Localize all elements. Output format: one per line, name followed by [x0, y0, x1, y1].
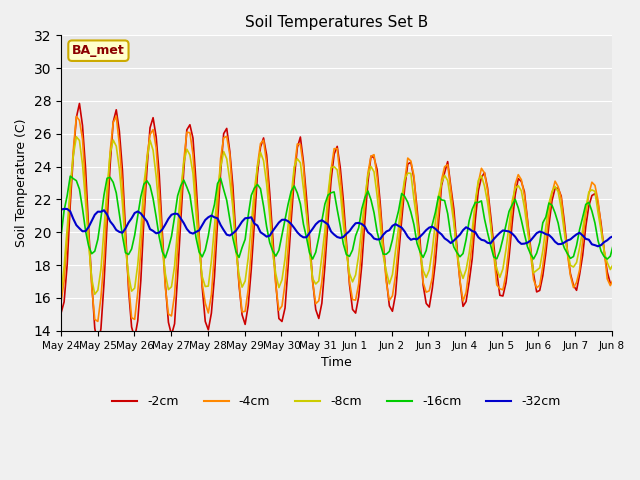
-32cm — [395, 223, 403, 229]
Line: -32cm: -32cm — [61, 209, 640, 247]
-4cm — [57, 299, 65, 305]
-32cm — [57, 207, 65, 213]
-8cm — [57, 292, 65, 298]
-4cm — [306, 243, 314, 249]
-32cm — [355, 220, 362, 226]
-8cm — [72, 134, 80, 140]
-2cm — [358, 263, 365, 268]
-4cm — [113, 113, 120, 119]
-8cm — [395, 224, 403, 230]
-2cm — [76, 101, 83, 107]
-16cm — [395, 208, 403, 214]
-4cm — [398, 206, 406, 212]
-4cm — [358, 242, 365, 248]
-16cm — [355, 225, 362, 231]
-8cm — [429, 247, 436, 253]
-4cm — [134, 290, 141, 296]
-2cm — [134, 318, 141, 324]
X-axis label: Time: Time — [321, 356, 352, 369]
-16cm — [303, 235, 310, 240]
Line: -16cm: -16cm — [61, 176, 640, 259]
-16cm — [131, 232, 138, 238]
-32cm — [296, 232, 304, 238]
-32cm — [628, 244, 636, 250]
-16cm — [296, 201, 304, 207]
-4cm — [94, 319, 102, 324]
-16cm — [57, 233, 65, 239]
-2cm — [398, 217, 406, 223]
-8cm — [355, 252, 362, 258]
-32cm — [429, 224, 436, 229]
-16cm — [429, 222, 436, 228]
Legend: -2cm, -4cm, -8cm, -16cm, -32cm: -2cm, -4cm, -8cm, -16cm, -32cm — [108, 390, 566, 413]
Y-axis label: Soil Temperature (C): Soil Temperature (C) — [15, 119, 28, 247]
Title: Soil Temperatures Set B: Soil Temperatures Set B — [245, 15, 428, 30]
-32cm — [60, 206, 68, 212]
Line: -8cm: -8cm — [61, 137, 640, 295]
-8cm — [303, 212, 310, 218]
-8cm — [131, 285, 138, 291]
-2cm — [431, 259, 439, 265]
-32cm — [131, 210, 138, 216]
-16cm — [604, 256, 611, 262]
-4cm — [431, 240, 439, 246]
-2cm — [57, 310, 65, 316]
-8cm — [296, 160, 304, 166]
Line: -4cm: -4cm — [61, 116, 640, 322]
-2cm — [94, 342, 102, 348]
-2cm — [300, 159, 307, 165]
Text: BA_met: BA_met — [72, 44, 125, 57]
Line: -2cm: -2cm — [61, 104, 640, 345]
-32cm — [303, 234, 310, 240]
-16cm — [67, 173, 74, 179]
-2cm — [306, 235, 314, 241]
-4cm — [300, 164, 307, 169]
